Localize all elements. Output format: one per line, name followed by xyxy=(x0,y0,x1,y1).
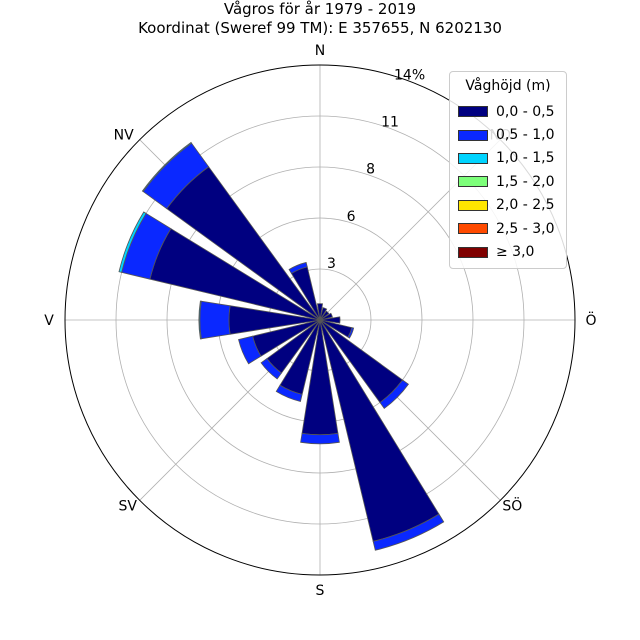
compass-label-0: N xyxy=(315,43,325,59)
bar-sector-14-bin-2 xyxy=(141,141,193,193)
radial-tick-label: 8 xyxy=(366,162,375,178)
bar-sector-12-bin-2 xyxy=(198,300,202,340)
chart-title: Vågros för år 1979 - 2019 Koordinat (Swe… xyxy=(0,0,640,38)
bar-sector-9-bin-1 xyxy=(275,384,303,402)
legend-swatch xyxy=(458,199,488,211)
legend-title: Våghöjd (m) xyxy=(465,78,551,94)
legend-swatch xyxy=(458,129,488,141)
compass-label-4: S xyxy=(316,583,325,599)
compass-label-6: V xyxy=(44,313,54,329)
bar-sector-15-bin-1 xyxy=(288,261,308,274)
legend-label: 0,5 - 1,0 xyxy=(496,127,555,144)
legend-entry: 2,0 - 2,5 xyxy=(458,194,558,217)
bar-sector-10-bin-1 xyxy=(260,357,283,380)
bars xyxy=(118,141,445,551)
bar-sector-1-bin-0 xyxy=(319,307,328,321)
bar-sector-5-bin-1 xyxy=(347,327,355,339)
compass-label-5: SV xyxy=(118,498,137,514)
legend-swatch xyxy=(458,176,488,188)
bar-sector-3-bin-0 xyxy=(319,312,333,321)
legend-swatch xyxy=(458,106,488,118)
bar-sector-11-bin-1 xyxy=(238,335,262,365)
legend-entry: 1,0 - 1,5 xyxy=(458,147,558,170)
legend: Våghöjd (m) 0,0 - 0,5 0,5 - 1,0 1,0 - 1,5 1… xyxy=(449,71,567,269)
title-line-1: Vågros för år 1979 - 2019 xyxy=(223,0,417,18)
legend-entry: 1,5 - 2,0 xyxy=(458,170,558,193)
legend-label: 1,0 - 1,5 xyxy=(496,150,555,167)
legend-swatch xyxy=(458,223,488,235)
legend-swatch xyxy=(458,246,488,258)
legend-entry: 2,5 - 3,0 xyxy=(458,217,558,240)
bar-sector-8-bin-1 xyxy=(300,432,340,445)
legend-entry: 0,0 - 0,5 xyxy=(458,100,558,123)
legend-swatch xyxy=(458,152,488,164)
radial-tick-label: 14% xyxy=(394,67,425,83)
bar-sector-7-bin-1 xyxy=(372,513,445,551)
legend-label: 1,5 - 2,0 xyxy=(496,173,555,190)
legend-label: 2,5 - 3,0 xyxy=(496,220,555,237)
radial-tick-label: 3 xyxy=(327,256,336,272)
bar-sector-13-bin-2 xyxy=(118,211,147,273)
bar-sector-0-bin-0 xyxy=(316,303,324,321)
outer-frame xyxy=(64,64,576,576)
title-line-2: Koordinat (Sweref 99 TM): E 357655, N 62… xyxy=(138,19,502,37)
legend-entry: ≥ 3,0 xyxy=(458,240,558,263)
radial-tick-label: 6 xyxy=(347,209,356,225)
compass-label-2: Ö xyxy=(585,311,596,329)
radial-tick-label: 11 xyxy=(381,115,399,131)
legend-label: 2,0 - 2,5 xyxy=(496,197,555,214)
bar-sector-12-bin-1 xyxy=(199,300,231,340)
compass-label-3: SÖ xyxy=(502,496,522,514)
legend-label: 0,0 - 0,5 xyxy=(496,103,555,120)
bar-sector-2-bin-0 xyxy=(319,310,330,321)
compass-label-7: NV xyxy=(114,128,134,144)
legend-label: ≥ 3,0 xyxy=(496,244,535,261)
legend-entry: 0,5 - 1,0 xyxy=(458,123,558,146)
bar-sector-4-bin-0 xyxy=(319,316,341,324)
bar-sector-6-bin-1 xyxy=(379,379,409,409)
